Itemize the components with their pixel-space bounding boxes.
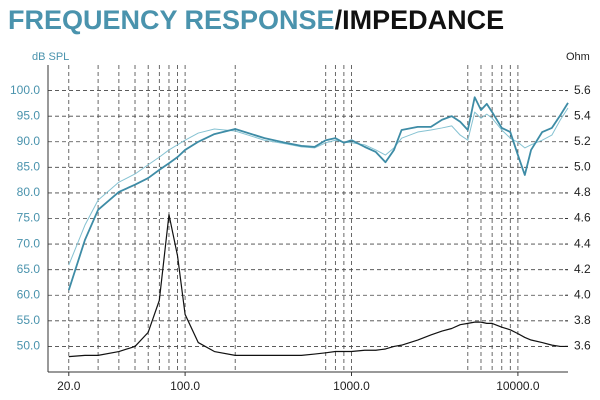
series-line [68,107,569,266]
y-axis-label: dB SPL [32,51,69,63]
y-tick-label: 50.0 [17,339,41,353]
y-tick-label: 90.0 [17,134,41,148]
y2-tick-label: 5.0 [574,160,591,174]
chart-title: FREQUENCY RESPONSE/IMPEDANCE [8,5,504,35]
y-tick-label: 75.0 [17,211,41,225]
title-part: /IMPEDANCE [335,5,505,35]
y-tick-label: 55.0 [17,313,41,327]
y2-tick-label: 5.2 [574,134,591,148]
title-part: FREQUENCY RESPONSE [8,5,335,35]
y2-tick-label: 4.8 [574,185,591,199]
y2-tick-label: 4.4 [574,236,591,250]
series-line [67,96,569,291]
y-tick-label: 95.0 [17,108,41,122]
y-tick-label: 70.0 [17,236,41,250]
y-tick-label: 65.0 [17,262,41,276]
series-line [68,214,568,358]
y2-tick-label: 5.6 [574,83,591,97]
y2-tick-label: 3.6 [574,339,591,353]
y2-tick-label: 4.0 [574,287,591,301]
y2-tick-label: 4.6 [574,211,591,225]
y-tick-label: 100.0 [10,83,40,97]
y-tick-label: 80.0 [17,185,41,199]
x-tick-label: 10000.0 [496,379,540,393]
y2-axis-label: Ohm [566,51,590,63]
y2-tick-label: 4.2 [574,262,591,276]
y-tick-label: 60.0 [17,287,41,301]
y-tick-label: 85.0 [17,160,41,174]
x-tick-label: 100.0 [170,379,200,393]
x-tick-label: 20.0 [57,379,81,393]
y2-tick-label: 5.4 [574,108,591,122]
y2-tick-label: 3.8 [574,313,591,327]
x-tick-label: 1000.0 [333,379,370,393]
